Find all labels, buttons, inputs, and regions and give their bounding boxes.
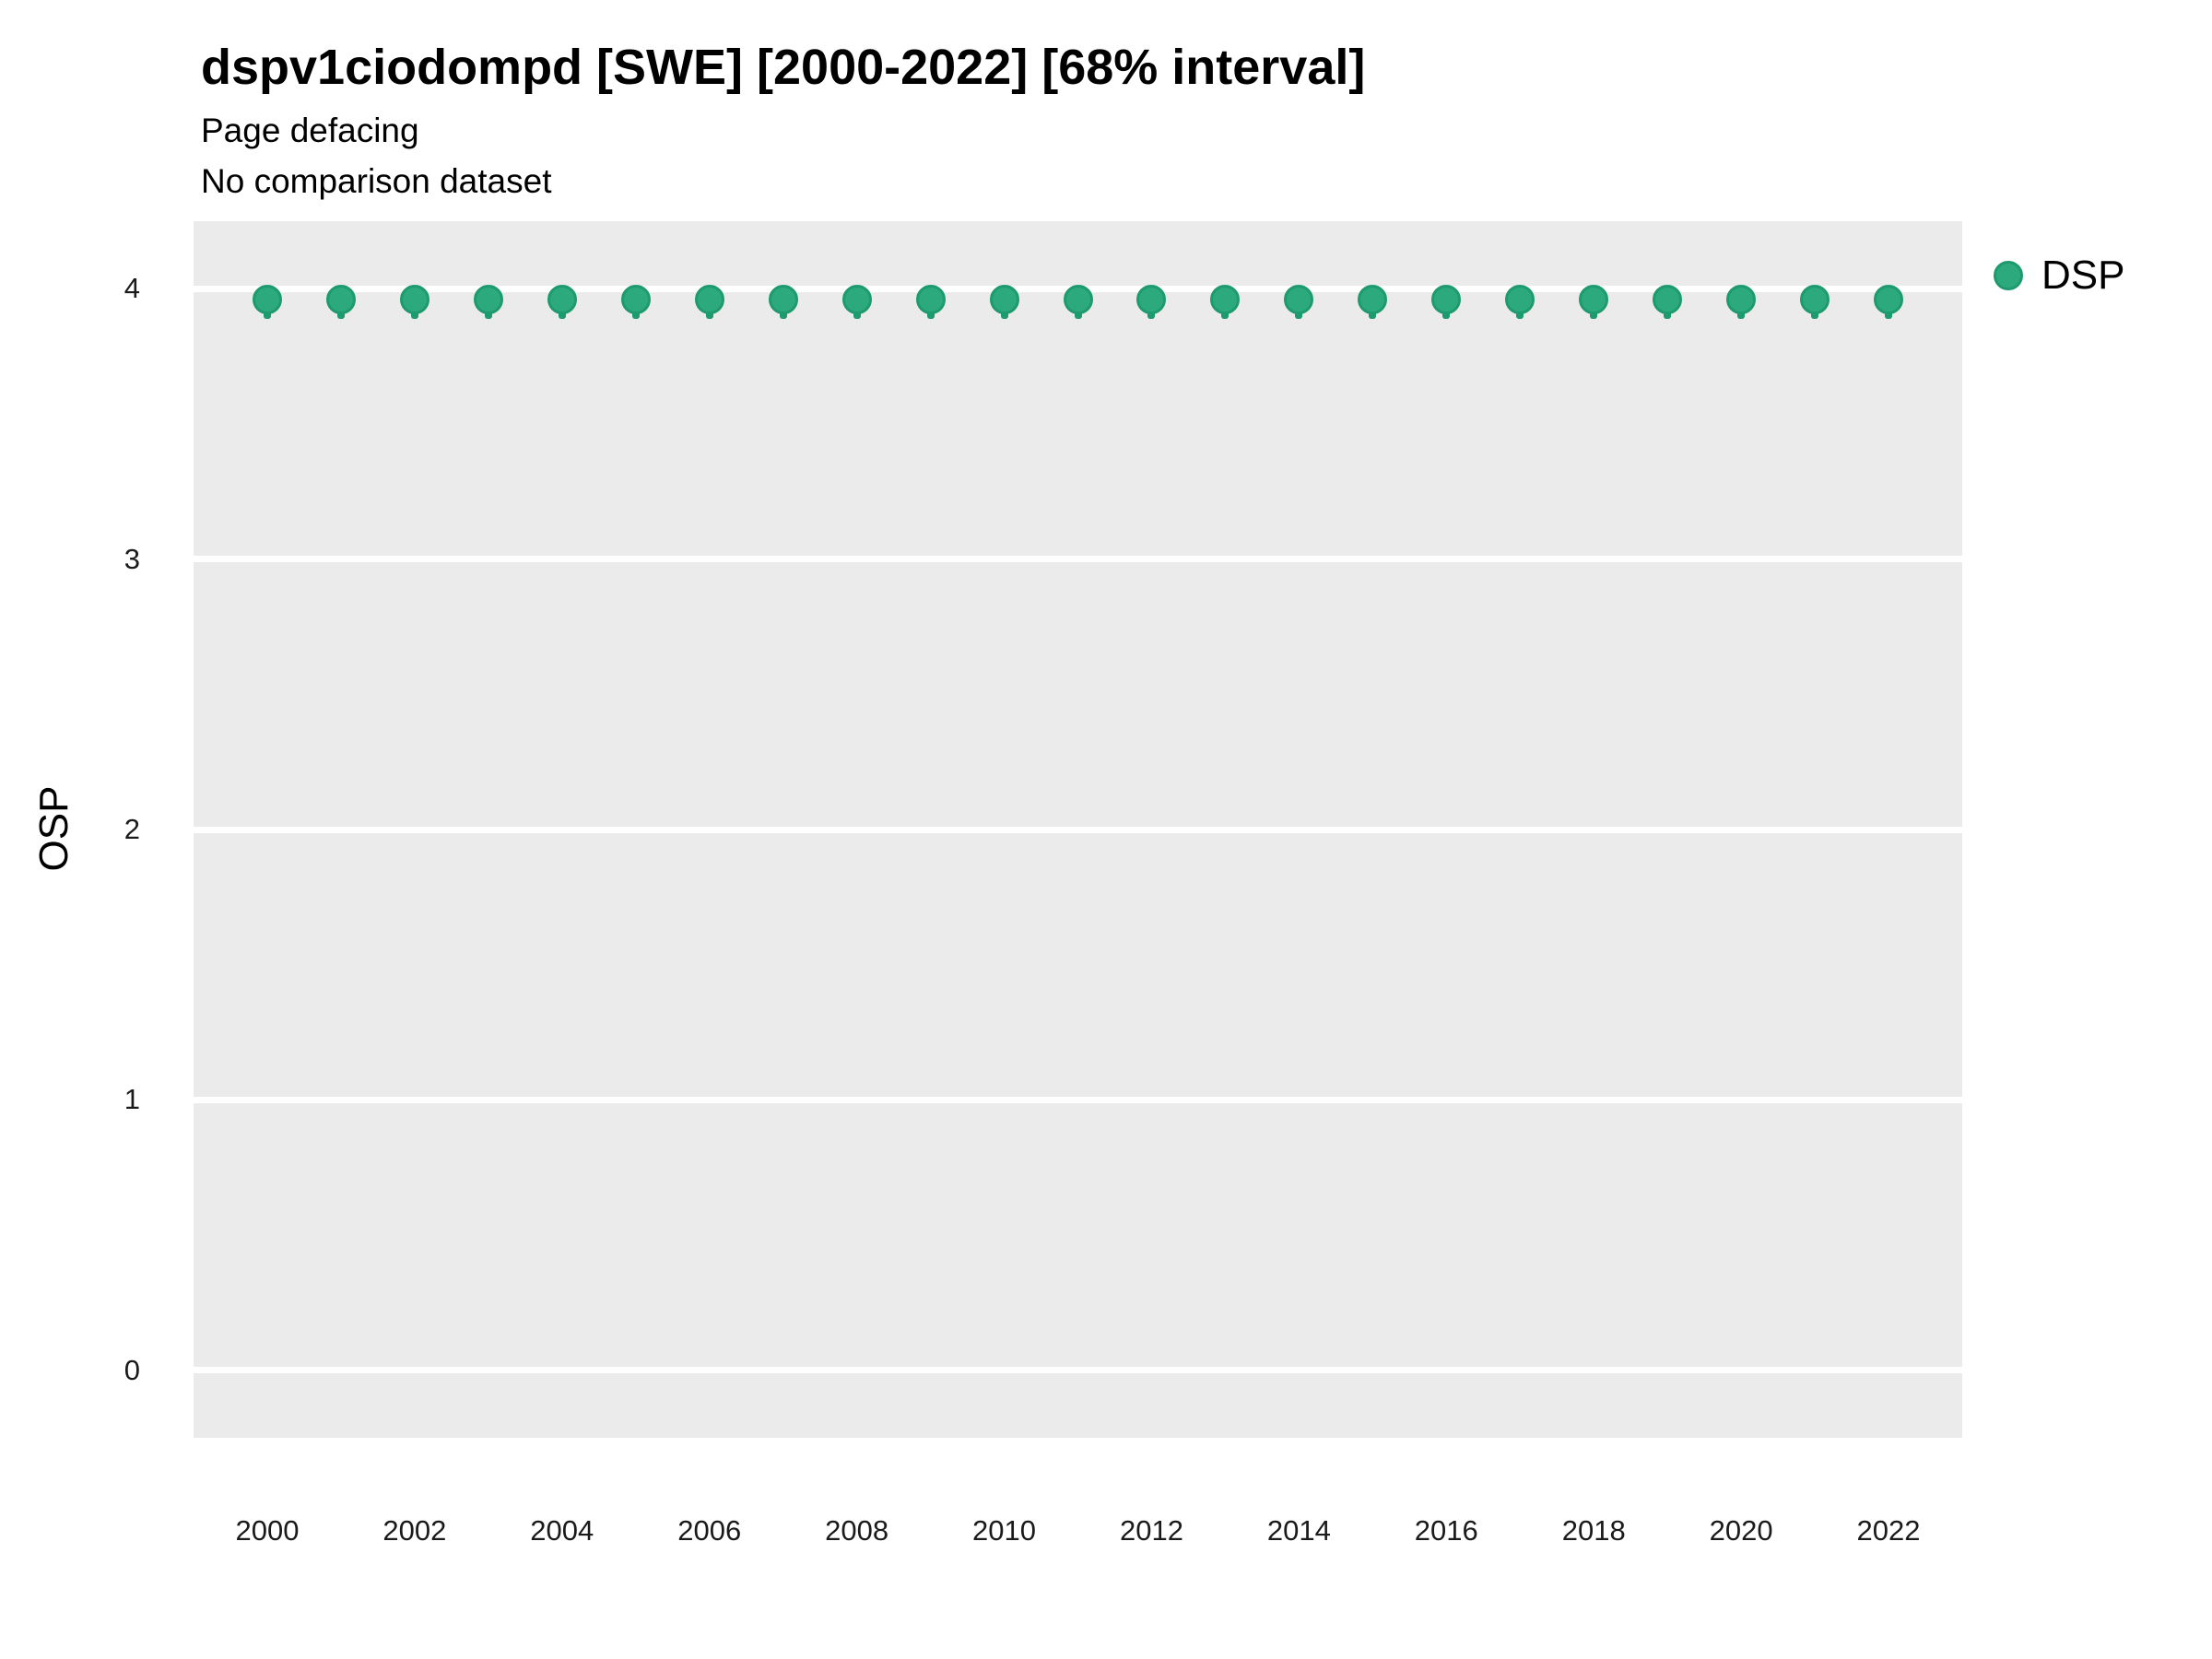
chart-title: dspv1ciodompd [SWE] [2000-2022] [68% int…	[201, 40, 1366, 95]
gridline-y-2	[194, 826, 1962, 833]
data-point-2015	[1358, 285, 1388, 315]
data-point-2017	[1505, 285, 1535, 315]
x-tick-label-2020: 2020	[1709, 1514, 1773, 1547]
x-tick-label-2006: 2006	[677, 1514, 742, 1547]
data-point-2014	[1284, 285, 1314, 315]
data-point-2006	[694, 285, 724, 315]
legend: DSP	[1994, 255, 2124, 296]
data-point-2003	[473, 285, 503, 315]
y-tick-label-2: 2	[124, 813, 140, 845]
legend-label: DSP	[2041, 253, 2125, 298]
y-tick-label-4: 4	[124, 272, 140, 305]
gridline-y-3	[194, 556, 1962, 563]
chart-subtitle: Page defacing	[201, 112, 419, 149]
x-tick-label-2008: 2008	[825, 1514, 889, 1547]
gridline-y-0	[194, 1367, 1962, 1374]
x-tick-label-2004: 2004	[530, 1514, 594, 1547]
legend-marker-icon	[1994, 261, 2023, 290]
gridline-y-1	[194, 1096, 1962, 1103]
y-tick-label-0: 0	[124, 1353, 140, 1386]
x-tick-label-2012: 2012	[1119, 1514, 1183, 1547]
data-point-2009	[915, 285, 946, 315]
plot-panel	[194, 221, 1962, 1438]
data-point-2016	[1431, 285, 1462, 315]
chart-note: No comparison dataset	[201, 162, 552, 200]
data-point-2010	[989, 285, 1019, 315]
data-point-2002	[399, 285, 429, 315]
data-point-2008	[841, 285, 872, 315]
data-point-2005	[620, 285, 651, 315]
data-point-2020	[1726, 285, 1757, 315]
data-point-2012	[1136, 285, 1167, 315]
x-tick-label-2010: 2010	[972, 1514, 1037, 1547]
data-point-2013	[1210, 285, 1241, 315]
y-tick-label-3: 3	[124, 542, 140, 575]
x-tick-label-2022: 2022	[1856, 1514, 1921, 1547]
data-point-2019	[1653, 285, 1683, 315]
data-point-2021	[1800, 285, 1830, 315]
x-tick-label-2018: 2018	[1561, 1514, 1626, 1547]
data-point-2004	[547, 285, 577, 315]
data-point-2018	[1579, 285, 1609, 315]
data-point-2022	[1874, 285, 1904, 315]
y-tick-label-1: 1	[124, 1083, 140, 1116]
data-point-2001	[325, 285, 356, 315]
data-point-2011	[1063, 285, 1093, 315]
x-tick-label-2014: 2014	[1266, 1514, 1331, 1547]
data-point-2000	[252, 285, 282, 315]
x-tick-label-2016: 2016	[1414, 1514, 1478, 1547]
x-tick-label-2000: 2000	[235, 1514, 300, 1547]
data-point-2007	[768, 285, 798, 315]
x-tick-label-2002: 2002	[382, 1514, 447, 1547]
